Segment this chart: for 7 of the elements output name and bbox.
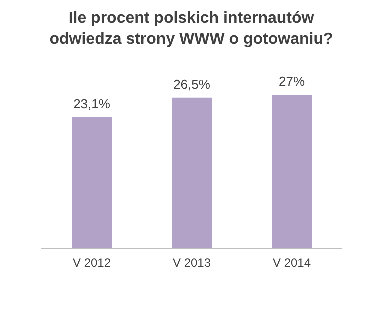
- x-tick-label: V 2014: [272, 256, 312, 270]
- chart-title: Ile procent polskich internautów odwiedza strony WWW o gotowaniu?: [48, 9, 334, 50]
- x-tick-label: V 2012: [72, 256, 112, 270]
- data-label: 27%: [278, 74, 306, 90]
- data-label: 23,1%: [74, 96, 111, 112]
- x-tick-label: V 2013: [172, 256, 212, 270]
- data-label: 26,5%: [174, 76, 211, 92]
